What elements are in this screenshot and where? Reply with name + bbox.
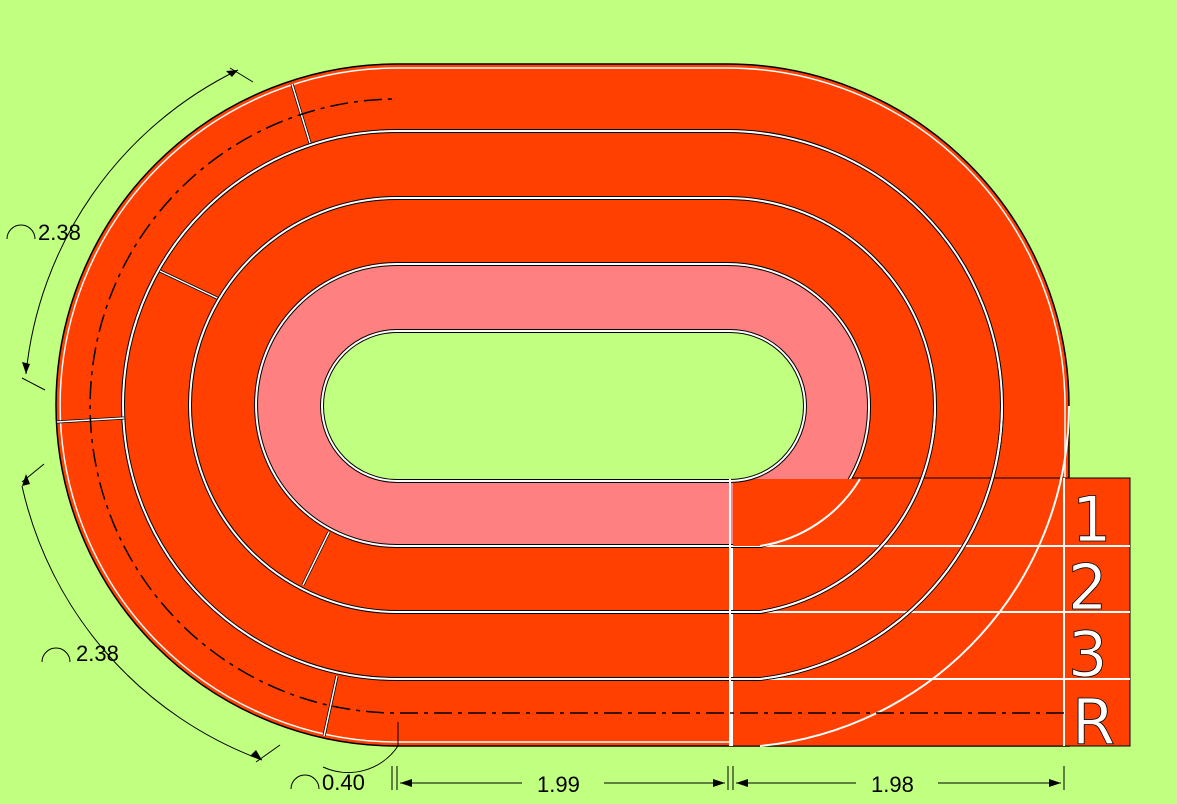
dimension-arrow	[250, 750, 262, 760]
arc-length-icon	[290, 774, 320, 790]
dimension-arrow	[1049, 779, 1061, 787]
dimension-label-arc-upper: 2.38	[38, 220, 81, 245]
grid-arc-1	[759, 405, 1003, 680]
stagger-line	[323, 675, 338, 737]
dimension-label-straight-left: 1.99	[537, 772, 580, 797]
dimension-arc-upper	[25, 69, 239, 375]
infield-center	[320, 329, 807, 483]
dimension-label-arc-lower: 2.38	[76, 641, 119, 666]
lane-label-r: R	[1072, 686, 1115, 759]
dimension-arc-lower	[21, 485, 263, 761]
dimension-tick	[229, 67, 254, 83]
track-outer-edge	[59, 67, 1066, 743]
arc-length-icon	[6, 224, 36, 240]
dimension-arrow	[400, 779, 412, 787]
dimension-arc-small	[322, 745, 399, 774]
dimension-arrow	[736, 779, 748, 787]
dimension-arrow	[22, 362, 30, 374]
lane-label-1: 1	[1072, 483, 1111, 556]
infield-arc-continuation	[759, 478, 861, 547]
reference-dashed-line	[89, 98, 1064, 714]
arc-length-icon	[41, 647, 71, 663]
dimension-label-straight-right: 1.98	[871, 772, 914, 797]
stagger-line	[302, 531, 330, 586]
dimension-tick	[21, 377, 46, 391]
infield-lane-patch	[733, 479, 860, 546]
grid-arc-3	[759, 405, 937, 613]
dimension-arrow	[22, 474, 30, 486]
dimension-label-arc-small: 0.40	[322, 770, 365, 795]
grid-arc-2	[759, 405, 1070, 747]
dimension-arrow	[226, 70, 238, 77]
lane-label-3: 3	[1068, 618, 1107, 691]
stagger-line	[159, 270, 218, 299]
stagger-line	[291, 83, 311, 144]
dimension-arrow	[713, 779, 725, 787]
lane-label-2: 2	[1068, 551, 1107, 624]
